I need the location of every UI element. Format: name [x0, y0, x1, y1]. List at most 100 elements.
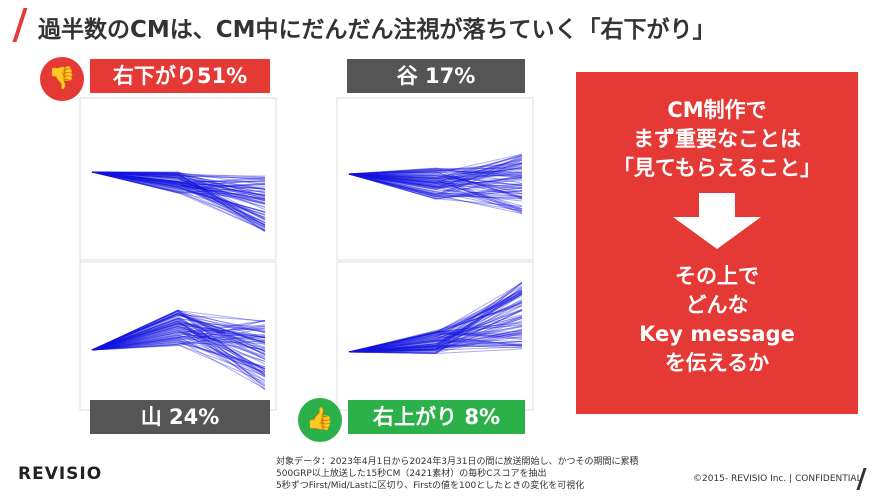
trend-line: [91, 171, 266, 226]
trend-line: [348, 292, 523, 353]
trend-line: [348, 317, 523, 353]
trend-line: [348, 289, 523, 353]
trend-line: [91, 337, 266, 351]
trend-line: [348, 329, 523, 353]
trend-line: [348, 340, 523, 353]
trend-line: [348, 287, 523, 354]
trend-line: [91, 171, 266, 187]
trend-line: [348, 173, 523, 195]
trend-line: [348, 332, 523, 353]
trend-line: [91, 309, 266, 352]
trend-line: [91, 171, 266, 226]
trend-line: [91, 323, 266, 351]
trend-line: [91, 315, 266, 377]
trend-line: [348, 173, 523, 199]
trend-line: [91, 171, 266, 178]
trend-line: [348, 155, 523, 181]
trend-line: [348, 332, 523, 354]
trend-line: [348, 173, 523, 197]
trend-line: [348, 162, 523, 188]
trend-line: [91, 171, 266, 216]
trend-line: [348, 310, 523, 353]
trend-line: [348, 173, 523, 210]
trend-line: [91, 171, 266, 213]
thumbs-up-icon: 👍: [298, 398, 342, 442]
trend-line: [348, 172, 523, 184]
message-box: CM制作で まず重要なことは 「見てもらえること」 その上で どんな Key m…: [576, 72, 858, 414]
trend-line: [91, 326, 266, 351]
trend-line: [91, 330, 266, 362]
trend-line: [91, 317, 266, 351]
trend-line: [348, 173, 523, 212]
trend-line: [348, 304, 523, 353]
trend-line: [348, 173, 523, 190]
trend-line: [91, 171, 266, 197]
trend-line: [348, 159, 523, 198]
trend-line: [91, 171, 266, 205]
trend-line: [91, 171, 266, 208]
trend-line: [348, 334, 523, 353]
trend-line: [348, 301, 523, 353]
trend-line: [348, 171, 523, 198]
trend-line: [348, 173, 523, 215]
trend-line: [348, 289, 523, 353]
trend-line: [348, 294, 523, 353]
trend-line: [91, 342, 266, 369]
trend-line: [348, 317, 523, 353]
trend-line: [348, 314, 523, 353]
trend-line: [91, 328, 266, 387]
trend-line: [91, 171, 266, 232]
slide-title: 過半数のCMは、CM中にだんだん注視が落ちていく「右下がり」: [38, 17, 716, 43]
trend-line: [91, 171, 266, 213]
trend-line: [91, 171, 266, 216]
trend-line: [91, 312, 266, 351]
trend-line: [91, 310, 266, 376]
trend-line: [348, 170, 523, 175]
trend-line: [91, 335, 266, 351]
trend-line: [348, 326, 523, 353]
trend-line: [348, 304, 523, 353]
trend-line: [348, 344, 523, 353]
trend-line: [91, 171, 266, 221]
trend-line: [348, 173, 523, 209]
trend-line: [91, 171, 266, 223]
trend-line: [348, 298, 523, 353]
trend-line: [91, 171, 266, 194]
trend-line: [91, 320, 266, 351]
trend-line: [348, 340, 523, 353]
trend-line: [91, 321, 266, 370]
trend-line: [348, 173, 523, 178]
panel-label: 山 24%: [90, 400, 270, 434]
trend-line: [348, 158, 523, 183]
trend-line: [348, 309, 523, 353]
trend-line: [348, 290, 523, 353]
trend-line: [91, 319, 266, 351]
trend-line: [348, 167, 523, 180]
message-line: 「見てもらえること」: [612, 156, 822, 180]
trend-line: [348, 171, 523, 175]
trend-line: [348, 173, 523, 189]
trend-line: [91, 344, 266, 377]
trend-line: [91, 171, 266, 194]
trend-line: [348, 315, 523, 353]
panel-label: 谷 17%: [347, 59, 525, 93]
trend-line: [91, 330, 266, 375]
trend-line: [348, 299, 523, 353]
trend-line: [91, 171, 266, 218]
trend-line: [91, 337, 266, 369]
trend-line: [91, 317, 266, 361]
trend-line: [91, 313, 266, 351]
trend-line: [348, 332, 523, 353]
trend-line: [348, 153, 523, 175]
message-line: どんな: [685, 293, 749, 317]
trend-line: [91, 171, 266, 190]
trend-line: [348, 156, 523, 186]
trend-line: [348, 290, 523, 353]
trend-line: [91, 171, 266, 232]
trend-line: [91, 171, 266, 201]
trend-line: [91, 313, 266, 351]
trend-line: [91, 171, 266, 208]
trend-line: [91, 314, 266, 351]
trend-line: [348, 346, 523, 353]
trend-line: [91, 329, 266, 378]
